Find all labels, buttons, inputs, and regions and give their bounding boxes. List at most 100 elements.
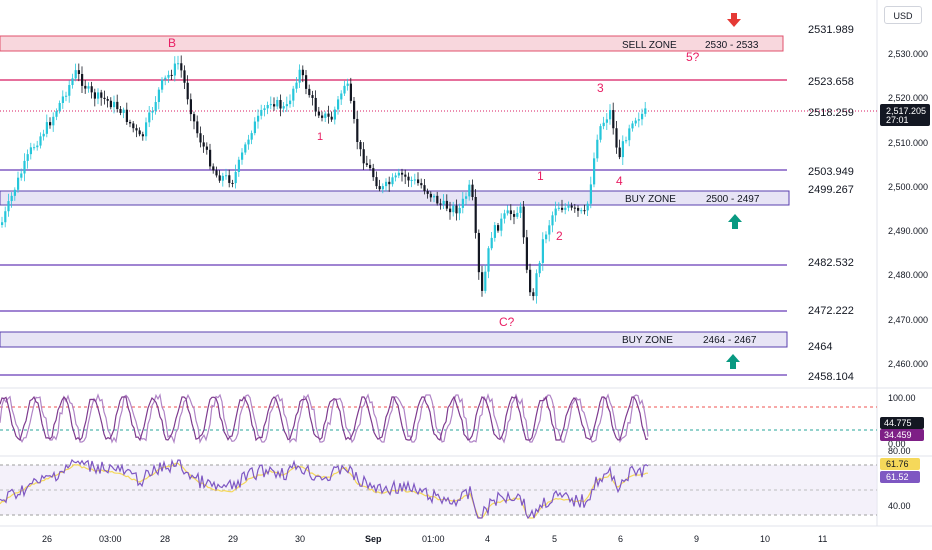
candle-body: [442, 200, 445, 205]
candle-body: [141, 134, 144, 137]
rsi-line[interactable]: [0, 458, 649, 520]
candle-body: [644, 108, 647, 114]
candle-body: [529, 269, 532, 293]
candlestick-series[interactable]: [1, 55, 647, 304]
candle-body: [266, 105, 269, 109]
buy-zone-lower-box[interactable]: [0, 331, 788, 348]
candle-body: [599, 126, 602, 140]
candle-body: [61, 96, 64, 103]
candle-body: [87, 86, 90, 89]
wave-label-b: B: [168, 36, 176, 50]
candle-body: [154, 102, 157, 112]
price-tick: 2,470.000: [888, 315, 928, 325]
price-tick: 2,490.000: [888, 226, 928, 236]
candle-body: [420, 183, 423, 186]
candle-body: [378, 186, 381, 190]
candle-body: [253, 121, 256, 134]
candle-body: [250, 133, 253, 140]
candle-body: [116, 101, 119, 110]
candle-body: [436, 195, 439, 204]
candle-body: [333, 109, 336, 120]
candle-body: [593, 158, 596, 185]
candle-body: [308, 88, 311, 96]
candle-body: [506, 210, 509, 214]
wave-label-2: 2: [556, 229, 563, 243]
candle-body: [1, 222, 4, 225]
candle-body: [173, 63, 176, 76]
candle-body: [119, 109, 122, 113]
currency-button[interactable]: USD: [884, 6, 922, 24]
stoch-d-line[interactable]: [0, 395, 649, 442]
stoch-axis-top: 100.00: [888, 393, 916, 403]
buy-zone-upper-range: 2500 - 2497: [706, 194, 760, 205]
stoch-k-value: 44.775: [884, 418, 912, 428]
candle-body: [388, 181, 391, 185]
candle-body: [580, 210, 583, 212]
sell-zone-box[interactable]: [0, 35, 784, 52]
candle-body: [52, 116, 55, 126]
candle-body: [532, 292, 535, 297]
candle-body: [461, 198, 464, 208]
candle-body: [637, 119, 640, 121]
candle-body: [305, 75, 308, 89]
candle-body: [177, 63, 180, 65]
candle-body: [471, 184, 474, 198]
candle-body: [257, 115, 260, 122]
candle-body: [484, 271, 487, 291]
time-tick: 01:00: [422, 534, 445, 544]
candle-body: [167, 74, 170, 78]
candle-body: [538, 262, 541, 274]
candle-body: [548, 225, 551, 235]
candle-body: [39, 136, 42, 146]
candle-body: [589, 184, 592, 204]
candle-body: [413, 179, 416, 181]
candle-body: [289, 100, 292, 105]
candle-body: [260, 109, 263, 116]
price-axis[interactable]: 2,530.000 2,520.000 2,510.000 2,500.000 …: [888, 49, 928, 369]
candle-body: [493, 225, 496, 238]
candle-body: [36, 145, 39, 148]
candle-body: [564, 207, 567, 210]
candle-body: [609, 110, 612, 120]
time-tick: 26: [42, 534, 52, 544]
level-label-2503: 2503.949: [808, 166, 854, 178]
candle-body: [525, 237, 528, 270]
candle-body: [74, 70, 77, 79]
sell-zone-range: 2530 - 2533: [705, 40, 759, 51]
candle-body: [90, 86, 93, 93]
candle-body: [551, 215, 554, 226]
time-tick: 6: [618, 534, 623, 544]
candle-body: [381, 186, 384, 190]
candle-body: [634, 120, 637, 124]
candle-body: [244, 144, 247, 153]
candle-body: [429, 193, 432, 198]
candle-body: [109, 100, 112, 108]
candle-body: [193, 114, 196, 122]
candle-body: [77, 70, 80, 74]
candle-body: [317, 111, 320, 116]
candle-body: [465, 196, 468, 199]
time-axis[interactable]: 26 03:00 28 29 30 Sep 01:00 4 5 6 9 10 1…: [42, 534, 827, 544]
candle-body: [570, 205, 573, 208]
wave-label-3: 3: [597, 81, 604, 95]
stoch-k-line[interactable]: [0, 392, 649, 445]
time-tick: 28: [160, 534, 170, 544]
candle-body: [55, 111, 58, 117]
candle-body: [487, 248, 490, 272]
candle-body: [417, 179, 420, 184]
candle-body: [535, 273, 538, 297]
candle-body: [615, 128, 618, 148]
stoch-axis-bottom: 0.00: [888, 439, 906, 449]
candle-body: [26, 154, 29, 161]
candle-body: [541, 239, 544, 263]
candle-body: [135, 128, 138, 131]
candle-body: [349, 83, 352, 101]
candle-body: [138, 130, 141, 135]
candle-body: [497, 225, 500, 231]
candle-body: [180, 63, 183, 71]
candle-body: [324, 113, 327, 118]
candle-body: [13, 189, 16, 196]
time-tick: Sep: [365, 534, 382, 544]
candle-body: [449, 208, 452, 213]
